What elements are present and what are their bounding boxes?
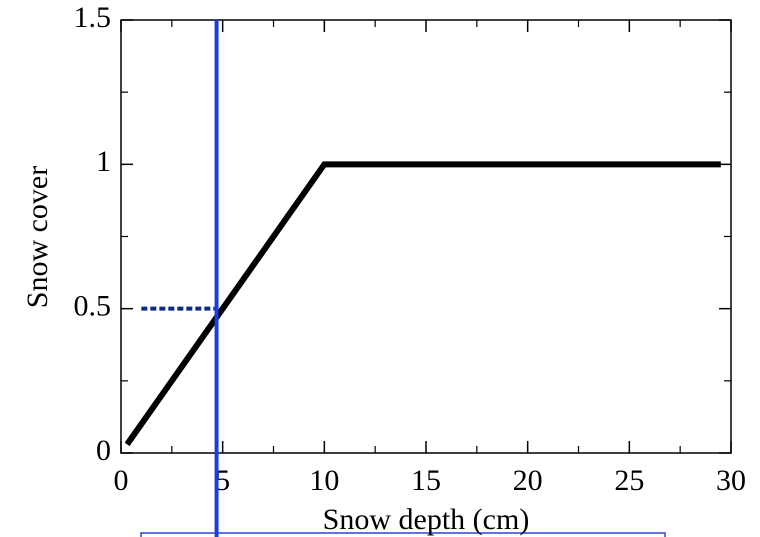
x-tick-label: 25	[614, 464, 644, 497]
x-tick-label: 15	[411, 464, 441, 497]
y-tick-label: 0.5	[74, 290, 112, 323]
x-tick-label: 0	[114, 464, 129, 497]
data-line	[124, 161, 721, 447]
x-tick-label: 10	[309, 464, 339, 497]
x-tick-label: 20	[513, 464, 543, 497]
y-tick-label: 1	[96, 145, 111, 178]
x-tick-label: 5	[215, 464, 230, 497]
y-tick-label: 0	[96, 434, 111, 467]
x-tick-label: 30	[716, 464, 746, 497]
plot-frame	[120, 19, 732, 454]
y-tick-label: 1.5	[74, 1, 112, 34]
selection-box	[140, 532, 666, 537]
x-axis-label: Snow depth (cm)	[323, 503, 530, 536]
y-axis-label: Snow cover	[21, 166, 54, 308]
